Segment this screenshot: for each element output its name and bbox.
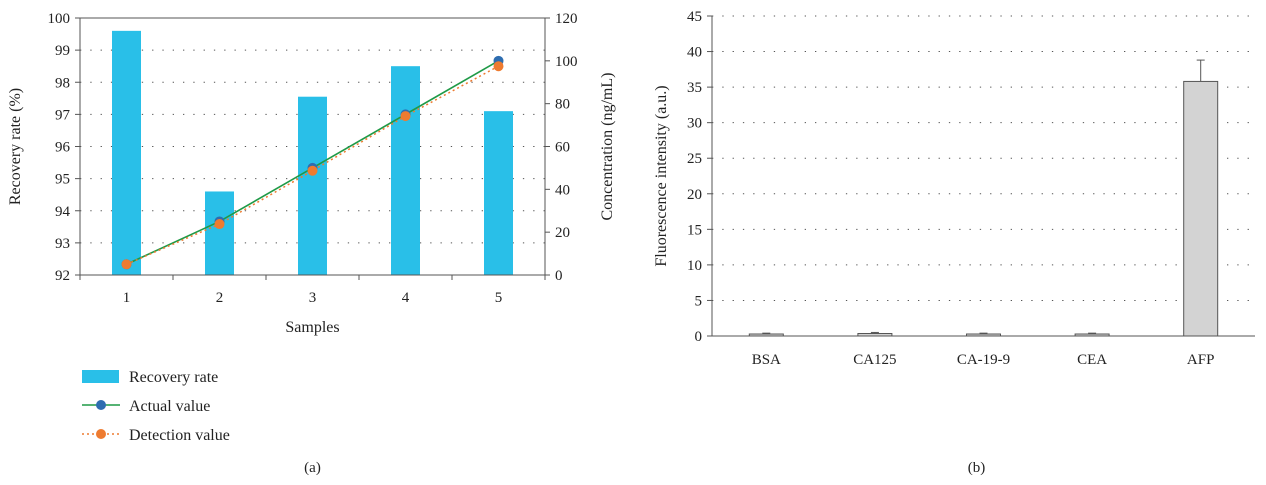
x-axis-title-a: Samples (285, 319, 339, 336)
y-tick-label-a: 98 (55, 75, 70, 91)
line-detection-value (126, 65, 499, 265)
y2-tick-label-a: 20 (555, 225, 570, 241)
y-tick-label-b: 10 (687, 258, 702, 274)
bar-recovery-rate (112, 30, 141, 275)
x-tick-label-a: 2 (216, 290, 224, 306)
x-tick-label-a: 3 (309, 290, 317, 306)
panel-label-a: (a) (304, 460, 321, 476)
y-tick-label-b: 45 (687, 9, 702, 25)
point-detection-value (493, 61, 504, 72)
y-tick-label-a: 92 (55, 268, 70, 284)
y2-tick-label-a: 0 (555, 268, 563, 284)
bar-recovery-rate (298, 96, 327, 275)
bar-fluorescence (1183, 80, 1219, 337)
legend-marker-detection-value (96, 429, 106, 439)
legend-a: Recovery rate Actual value Detection value (82, 369, 230, 444)
y2-tick-label-a: 80 (555, 97, 570, 113)
y2-tick-label-a: 40 (555, 182, 570, 198)
y-tick-label-b: 25 (687, 151, 702, 167)
legend-swatch-recovery-rate (82, 370, 119, 383)
y2-axis-title-a: Concentration (ng/mL) (599, 73, 616, 221)
y-tick-label-b: 40 (687, 45, 702, 61)
y-tick-label-a: 100 (48, 11, 71, 27)
y-tick-label-b: 35 (687, 80, 702, 96)
bar-recovery-rate (205, 191, 234, 275)
bar-recovery-rate (391, 66, 420, 275)
y-tick-label-a: 95 (55, 172, 70, 188)
y-tick-label-b: 30 (687, 116, 702, 132)
x-tick-label-a: 4 (402, 290, 410, 306)
y-tick-label-b: 20 (687, 187, 702, 203)
bar-recovery-rate (484, 111, 513, 275)
y2-tick-label-a: 120 (555, 11, 578, 27)
x-tick-label-b: AFP (1187, 352, 1215, 368)
point-detection-value (121, 259, 132, 270)
x-tick-label-b: BSA (752, 352, 781, 368)
y2-tick-label-a: 100 (555, 54, 578, 70)
x-tick-label-a: 1 (123, 290, 131, 306)
y-tick-label-a: 99 (55, 43, 70, 59)
y2-tick-label-a: 60 (555, 140, 570, 156)
x-tick-label-b: CA125 (853, 352, 896, 368)
y-tick-label-a: 93 (55, 236, 70, 252)
tick-labels-a: 92 93 94 95 96 97 98 99 100 0 20 40 60 80 100 120 1 2 3 4 5 (48, 11, 578, 306)
panel-label-b: (b) (968, 460, 986, 476)
recovery-rate-bars (112, 30, 513, 275)
x-tick-label-b: CA-19-9 (957, 352, 1010, 368)
point-detection-value (307, 165, 318, 176)
y-tick-label-b: 5 (695, 293, 703, 309)
concentration-lines (121, 55, 504, 270)
point-detection-value (400, 111, 411, 122)
y-tick-label-a: 97 (55, 107, 71, 123)
y-axis-title-b: Fluorescence intensity (a.u.) (653, 85, 670, 266)
legend-label-detection-value: Detection value (129, 427, 230, 444)
y-tick-label-a: 94 (55, 204, 71, 220)
x-tick-label-b: CEA (1077, 352, 1107, 368)
y-tick-label-a: 96 (55, 140, 71, 156)
legend-marker-actual-value (96, 400, 106, 410)
grid-lines-b (712, 15, 1255, 301)
x-tick-label-a: 5 (495, 290, 503, 306)
legend-label-recovery-rate: Recovery rate (129, 369, 218, 386)
y-tick-label-b: 0 (695, 329, 703, 345)
axes-a (75, 17, 550, 280)
axes-b (707, 15, 1255, 337)
fluorescence-bars (748, 59, 1219, 337)
y-axis-title-a: Recovery rate (%) (7, 88, 24, 205)
point-detection-value (214, 219, 225, 230)
legend-label-actual-value: Actual value (129, 398, 210, 415)
y-tick-label-b: 15 (687, 222, 702, 238)
tick-labels-b: 0 5 10 15 20 25 30 35 40 45 BSA CA125 CA-19-9 CEA AFP (687, 9, 1214, 368)
